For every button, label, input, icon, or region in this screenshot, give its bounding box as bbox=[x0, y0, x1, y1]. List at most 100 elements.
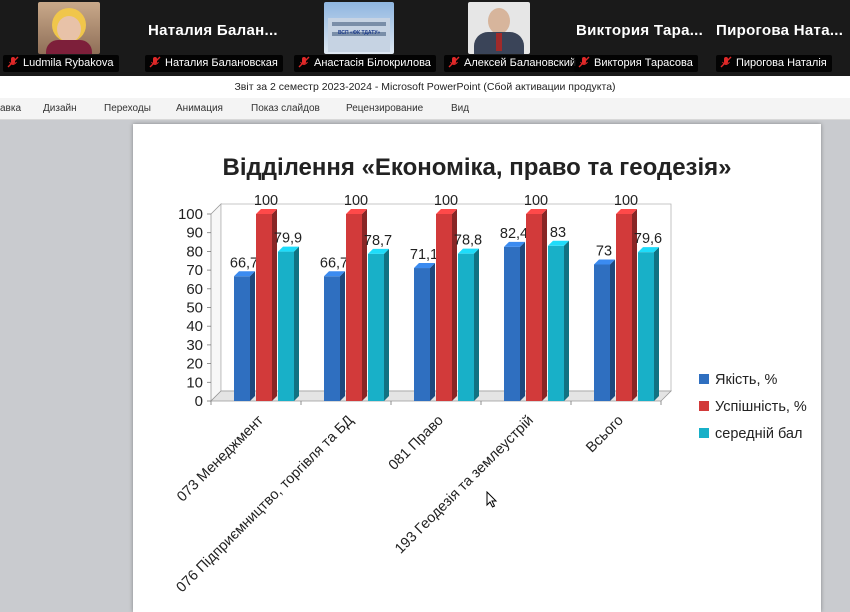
category-label: 076 Підприємництво, торгівля та БД bbox=[174, 412, 357, 595]
y-tick-label: 50 bbox=[186, 300, 203, 317]
bar-side bbox=[340, 271, 345, 401]
bar bbox=[256, 214, 272, 401]
category-label: 073 Менеджмент bbox=[174, 412, 267, 505]
bar-top bbox=[616, 209, 637, 214]
bar-top bbox=[594, 259, 615, 265]
slide[interactable]: Відділення «Економіка, право та геодезія… bbox=[133, 124, 821, 612]
tab-transitions[interactable]: Переходы bbox=[104, 103, 151, 114]
bar bbox=[526, 214, 542, 401]
muted-mic-icon bbox=[448, 56, 460, 68]
legend-label: Успішність, % bbox=[715, 399, 807, 415]
bar bbox=[414, 268, 430, 401]
bar-top bbox=[638, 247, 659, 253]
data-label: 66,7 bbox=[230, 255, 258, 271]
window-title: Звіт за 2 семестр 2023-2024 - Microsoft … bbox=[0, 76, 850, 98]
bar-top bbox=[548, 240, 569, 246]
data-label: 78,7 bbox=[364, 233, 392, 249]
muted-mic-icon bbox=[720, 56, 732, 68]
bar bbox=[436, 214, 452, 401]
data-label: 100 bbox=[254, 193, 278, 209]
participant-label: Алексей Балановский bbox=[444, 55, 582, 72]
participant-video bbox=[468, 2, 530, 54]
y-tick-label: 60 bbox=[186, 281, 203, 298]
slide-title: Відділення «Економіка, право та геодезія… bbox=[222, 154, 732, 181]
participant-tile[interactable]: Виктория Тара... Виктория Тарасова bbox=[570, 0, 712, 76]
participant-tile[interactable]: Алексей Балановский bbox=[426, 0, 582, 76]
participant-name: Пирогова Ната... bbox=[716, 22, 844, 39]
bar bbox=[324, 276, 340, 401]
tab-animation[interactable]: Анимация bbox=[176, 103, 223, 114]
muted-mic-icon bbox=[149, 56, 161, 68]
data-label: 100 bbox=[614, 193, 638, 209]
bar-side bbox=[384, 248, 389, 401]
participant-label: Ludmila Rybakova bbox=[3, 55, 119, 72]
legend-swatch bbox=[699, 401, 709, 411]
data-label: 79,6 bbox=[634, 231, 662, 247]
y-tick-label: 90 bbox=[186, 225, 203, 242]
bar-top bbox=[436, 209, 457, 214]
data-label: 73 bbox=[596, 243, 612, 259]
participant-tile[interactable]: Наталия Балан... Наталия Балановская bbox=[140, 0, 283, 76]
tab-slideshow[interactable]: Показ слайдов bbox=[251, 103, 320, 114]
data-label: 79,9 bbox=[274, 231, 302, 247]
bar bbox=[504, 246, 520, 401]
bar bbox=[548, 245, 564, 401]
participant-name: Наталия Балан... bbox=[148, 22, 278, 39]
bar-side bbox=[430, 263, 435, 401]
tab-insert[interactable]: авка bbox=[0, 103, 22, 114]
bar bbox=[594, 264, 610, 401]
bar bbox=[458, 253, 474, 401]
bar-side bbox=[542, 209, 547, 401]
bar-top bbox=[414, 263, 435, 269]
bar-side bbox=[294, 246, 299, 401]
legend-label: середній бал bbox=[715, 426, 802, 442]
bar-side bbox=[610, 259, 615, 401]
tab-review[interactable]: Рецензирование bbox=[346, 103, 424, 114]
participant-label: Виктория Тарасова bbox=[574, 55, 698, 72]
data-label: 66,7 bbox=[320, 255, 348, 271]
bar-top bbox=[234, 271, 255, 277]
y-tick-label: 40 bbox=[186, 318, 203, 335]
tab-design[interactable]: Дизайн bbox=[43, 103, 77, 114]
bar bbox=[616, 214, 632, 401]
y-tick-label: 70 bbox=[186, 262, 203, 279]
bar-top bbox=[458, 248, 479, 254]
bar-top bbox=[346, 209, 367, 214]
data-label: 82,4 bbox=[500, 226, 528, 242]
bar-top bbox=[278, 246, 299, 252]
legend-label: Якість, % bbox=[715, 372, 778, 388]
participant-tile[interactable]: ВСП «ФК ТДАТУ» Анастасія Білокрилова bbox=[282, 0, 436, 76]
muted-mic-icon bbox=[7, 56, 19, 68]
y-tick-label: 100 bbox=[178, 206, 203, 223]
bar-side bbox=[362, 209, 367, 401]
participant-tile[interactable]: Пирогова Ната... Пирогова Наталія bbox=[712, 0, 850, 76]
data-label: 100 bbox=[434, 193, 458, 209]
chart-side-wall bbox=[210, 203, 222, 402]
y-tick-label: 10 bbox=[186, 374, 203, 391]
bar-top bbox=[526, 209, 547, 214]
video-caption: ВСП «ФК ТДАТУ» bbox=[337, 30, 381, 36]
bar-top bbox=[324, 271, 345, 277]
participant-video: ВСП «ФК ТДАТУ» bbox=[324, 2, 394, 54]
bar bbox=[278, 251, 294, 401]
bar-side bbox=[474, 248, 479, 401]
bar-side bbox=[250, 271, 255, 401]
y-tick-label: 20 bbox=[186, 356, 203, 373]
participant-video bbox=[38, 2, 100, 54]
bar-side bbox=[564, 240, 569, 401]
participant-strip: Ludmila Rybakova Наталия Балан... Натали… bbox=[0, 0, 850, 76]
mouse-cursor-icon bbox=[486, 491, 498, 508]
participant-tile[interactable]: Ludmila Rybakova bbox=[0, 0, 140, 76]
bar bbox=[638, 252, 654, 401]
y-tick-label: 30 bbox=[186, 337, 203, 354]
bar-top bbox=[256, 209, 277, 214]
bar-side bbox=[452, 209, 457, 401]
bar-top bbox=[368, 248, 389, 254]
tab-view[interactable]: Вид bbox=[451, 103, 470, 114]
data-label: 100 bbox=[344, 193, 368, 209]
participant-label: Пирогова Наталія bbox=[716, 55, 832, 72]
participant-label: Наталия Балановская bbox=[145, 55, 283, 72]
bar bbox=[368, 253, 384, 401]
participant-label: Анастасія Білокрилова bbox=[294, 55, 436, 72]
